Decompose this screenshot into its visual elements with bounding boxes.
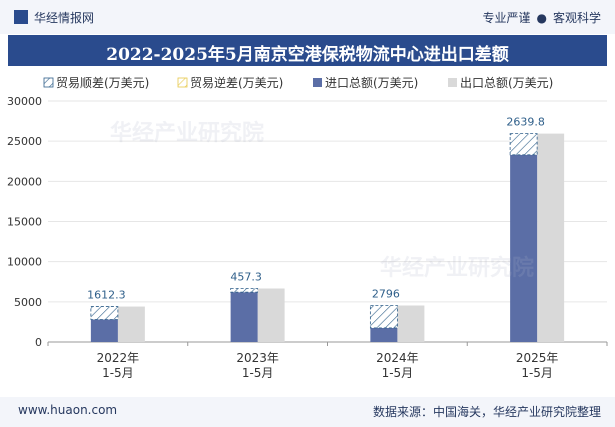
x-tick-label: 2024年 1-5月 <box>376 351 419 380</box>
separator-dot-icon: ● <box>536 11 547 25</box>
legend-swatch <box>448 78 457 87</box>
balance-label: 2639.8 <box>506 116 545 129</box>
brand[interactable]: 华经情报网 <box>14 9 94 26</box>
footer: www.huaon.com 数据来源：中国海关，华经产业研究院整理 <box>0 397 615 427</box>
y-tick-label: 5000 <box>14 296 42 309</box>
legend-swatch <box>177 77 188 88</box>
y-tick-label: 25000 <box>7 135 42 148</box>
legend-label: 贸易顺差(万美元) <box>56 76 149 90</box>
import-bar <box>510 154 538 342</box>
legend-swatch <box>313 78 322 87</box>
legend-label: 进口总额(万美元) <box>325 76 418 90</box>
surplus-bar <box>90 306 119 320</box>
export-bar <box>117 306 145 342</box>
x-tick-label: 2025年 1-5月 <box>516 351 559 380</box>
legend-label: 出口总额(万美元) <box>460 76 553 90</box>
y-tick-label: 0 <box>35 336 42 349</box>
x-tick-label: 2022年 1-5月 <box>97 351 140 380</box>
brand-name: 华经情报网 <box>34 11 95 25</box>
surplus-bar <box>509 133 538 156</box>
y-tick-label: 20000 <box>7 175 42 188</box>
legend-swatch <box>43 77 54 88</box>
gridlines <box>48 100 607 343</box>
footer-source: 数据来源：中国海关，华经产业研究院整理 <box>372 405 601 419</box>
chart-title: 2022-2025年5月南京空港保税物流中心进出口差额 <box>106 45 509 65</box>
export-bar <box>537 133 565 342</box>
top-bar: 华经情报网 专业严谨 ● 客观科学 <box>0 0 615 34</box>
import-bar <box>90 319 118 342</box>
bars: 1612.3 457.3 2796 2639.8 <box>87 116 565 342</box>
balance-label: 1612.3 <box>87 289 126 302</box>
tagline: 专业严谨 ● 客观科学 <box>482 9 601 26</box>
import-bar <box>370 327 398 342</box>
export-bar <box>257 288 285 342</box>
tagline-right: 客观科学 <box>552 11 601 25</box>
brand-logo-icon <box>14 10 28 24</box>
import-bar <box>230 292 258 342</box>
title-bar: 2022-2025年5月南京空港保税物流中心进出口差额 <box>8 35 607 66</box>
balance-label: 2796 <box>372 287 400 300</box>
surplus-bar <box>230 288 259 293</box>
y-tick-label: 10000 <box>7 256 42 269</box>
y-tick-label: 15000 <box>7 216 42 229</box>
export-bar <box>397 305 425 342</box>
x-axis: 2022年 1-5月 2023年 1-5月 2024年 1-5月 2025年 1-5月 <box>47 342 608 380</box>
y-tick-label: 30000 <box>7 95 42 108</box>
y-axis: 0 5000 10000 15000 20000 25000 30000 <box>7 95 42 349</box>
x-tick-label: 2023年 1-5月 <box>236 351 279 380</box>
tagline-left: 专业严谨 <box>482 11 531 25</box>
balance-label: 457.3 <box>230 271 262 284</box>
footer-website[interactable]: www.huaon.com <box>18 403 118 417</box>
legend: 贸易顺差(万美元) 贸易逆差(万美元) 进口总额(万美元) 出口总额(万美元) <box>43 75 553 90</box>
surplus-bar <box>369 305 398 329</box>
chart: 贸易顺差(万美元) 贸易逆差(万美元) 进口总额(万美元) 出口总额(万美元) 0 50… <box>7 75 608 380</box>
legend-label: 贸易逆差(万美元) <box>190 75 283 90</box>
